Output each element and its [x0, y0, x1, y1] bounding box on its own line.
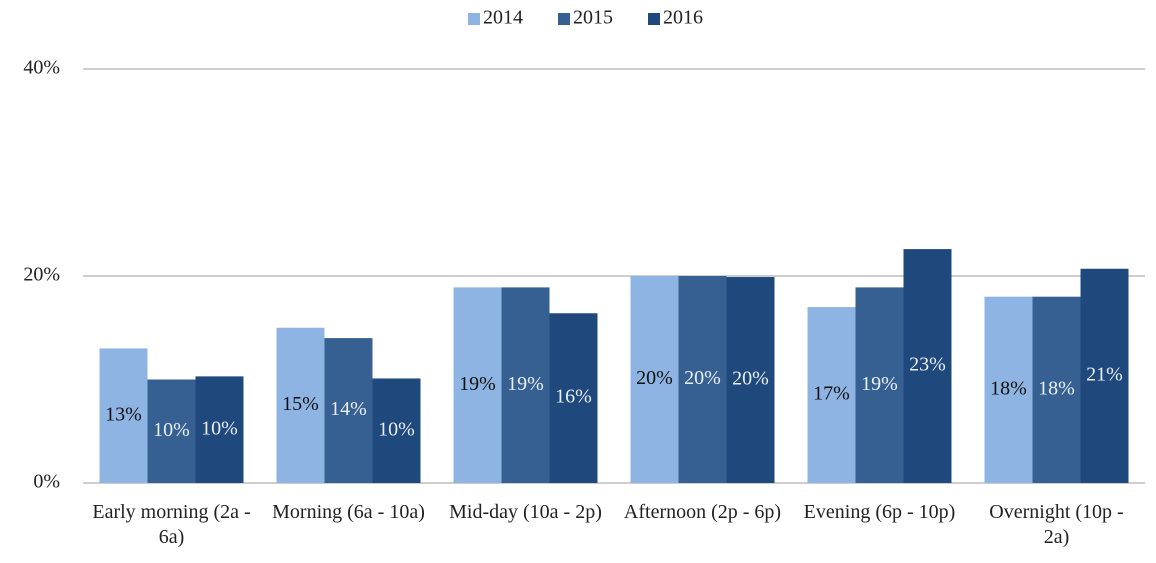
data-label: 13%	[105, 403, 142, 425]
data-label: 21%	[1086, 363, 1123, 385]
bar	[984, 296, 1033, 483]
data-label: 20%	[684, 367, 721, 389]
data-label: 19%	[507, 373, 544, 395]
data-label: 10%	[201, 417, 238, 439]
bar	[453, 287, 502, 483]
y-tick-label: 20%	[23, 264, 60, 286]
legend-label: 2016	[663, 7, 703, 29]
bar	[501, 287, 550, 483]
bar	[726, 277, 775, 483]
data-label: 10%	[378, 418, 415, 440]
legend-swatch	[558, 13, 570, 25]
bar	[678, 276, 727, 483]
data-label: 16%	[555, 386, 592, 408]
bar	[276, 327, 325, 483]
bar	[903, 249, 952, 483]
data-label: 18%	[1038, 377, 1075, 399]
x-tick-label: Morning (6a - 10a)	[272, 501, 425, 523]
bar	[324, 338, 373, 483]
legend-swatch	[648, 13, 660, 25]
x-tick-label: Afternoon (2p - 6p)	[623, 501, 782, 523]
legend-label: 2014	[483, 7, 523, 29]
legend-label: 2015	[573, 7, 613, 29]
x-tick-label: Mid-day (10a - 2p)	[449, 501, 602, 523]
x-tick-label: Overnight (10p - 2a)	[989, 501, 1124, 548]
bar	[549, 313, 598, 483]
y-tick-label: 0%	[33, 471, 60, 493]
data-label: 19%	[459, 373, 496, 395]
data-label: 20%	[636, 367, 673, 389]
x-tick-label: Early morning (2a - 6a)	[92, 501, 251, 548]
bar	[147, 379, 196, 483]
x-tick-label: Evening (6p - 10p)	[803, 501, 956, 523]
bar	[195, 376, 244, 483]
data-label: 20%	[732, 368, 769, 390]
bar	[372, 378, 421, 483]
bar	[1032, 296, 1081, 483]
data-label: 10%	[153, 419, 190, 441]
data-label: 18%	[990, 377, 1027, 399]
bar	[807, 307, 856, 483]
data-label: 23%	[909, 354, 946, 376]
bar	[1080, 268, 1129, 483]
legend-swatch	[468, 13, 480, 25]
data-label: 15%	[282, 393, 319, 415]
bar	[99, 348, 148, 483]
data-label: 17%	[813, 383, 850, 405]
y-tick-label: 40%	[23, 57, 60, 79]
data-label: 14%	[330, 398, 367, 420]
bar	[855, 287, 904, 483]
data-label: 19%	[861, 373, 898, 395]
bar	[630, 276, 679, 483]
